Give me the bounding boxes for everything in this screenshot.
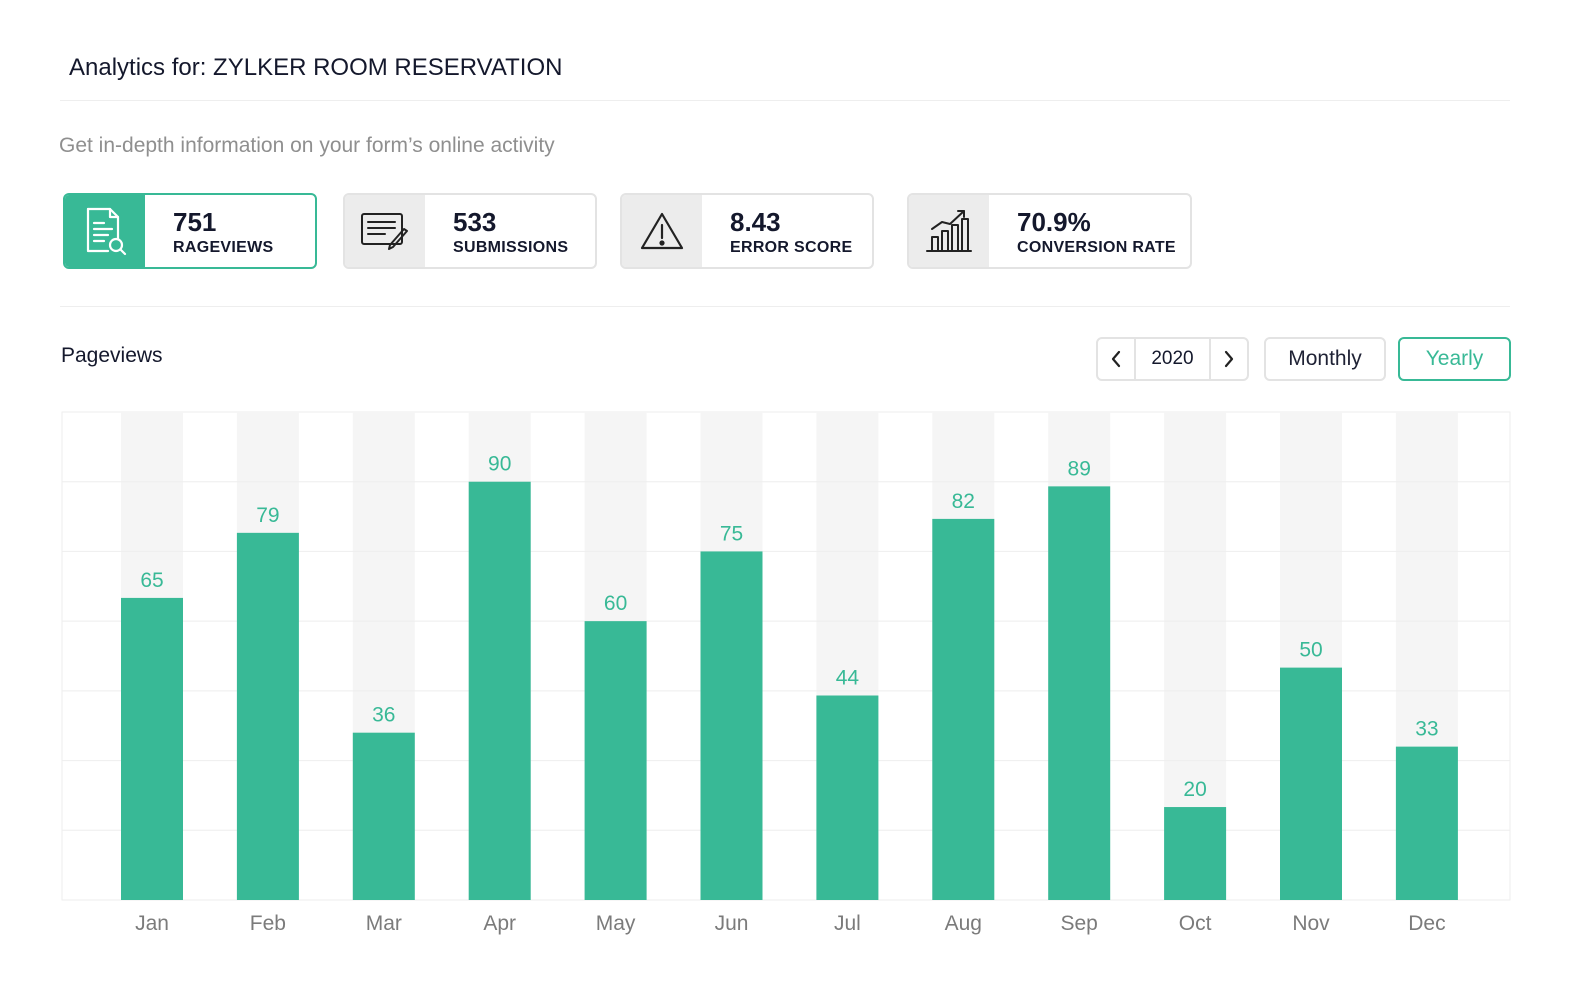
section-title: Pageviews [61,344,163,367]
next-year-button[interactable] [1209,339,1247,379]
bar [1395,746,1458,900]
header-divider [60,100,1510,101]
bar-value-label: 60 [604,592,627,615]
bar [932,518,995,900]
yearly-toggle-button[interactable]: Yearly [1398,337,1511,381]
previous-year-button[interactable] [1098,339,1136,379]
warning-icon [622,195,702,267]
chevron-right-icon [1224,350,1234,368]
bar-value-label: 89 [1068,457,1091,480]
bar [1280,667,1342,900]
year-value: 2020 [1151,348,1194,369]
x-tick-label: Apr [483,912,516,935]
form-edit-icon [345,195,425,267]
bar-value-label: 33 [1415,718,1438,741]
bar [1164,807,1227,900]
bar-value-label: 90 [488,453,511,476]
x-tick-label: Sep [1061,912,1098,935]
section-divider [60,306,1510,307]
page-subtitle: Get in-depth information on your form’s … [59,134,555,157]
x-tick-label: Oct [1179,912,1212,935]
growth-chart-icon [909,195,989,267]
stat-card-submissions[interactable]: 533 SUBMISSIONS [343,193,597,269]
x-tick-label: Jan [135,912,169,935]
bar-value-label: 79 [256,504,279,527]
bar-value-label: 50 [1299,639,1322,662]
document-search-icon [65,195,145,267]
bar [816,695,879,900]
bar [236,532,299,900]
bar-value-label: 65 [140,569,163,592]
x-tick-label: Nov [1292,912,1330,935]
stat-value: 751 [173,207,217,237]
plot-frame [61,411,1511,901]
bar-value-label: 75 [720,522,743,545]
x-tick-label: Dec [1408,912,1445,935]
stat-value: 533 [453,207,497,237]
page-title: Analytics for: ZYLKER ROOM RESERVATION [69,54,563,81]
x-tick-label: Aug [945,912,982,935]
stat-value: 8.43 [730,207,781,237]
x-tick-label: Jun [715,912,749,935]
bar [352,732,415,900]
x-tick-label: Feb [250,912,286,935]
chevron-left-icon [1111,350,1121,368]
stat-value: 70.9% [1017,207,1091,237]
x-tick-label: Jul [834,912,861,935]
bar-value-label: 82 [952,490,975,513]
stat-card-pageviews[interactable]: 751 RAGEVIEWS [63,193,317,269]
bar-value-label: 44 [836,667,860,690]
bar [468,481,531,900]
bar-value-label: 36 [372,704,395,727]
bar [121,597,183,900]
stat-label: RAGEVIEWS [173,239,274,256]
bar-value-label: 20 [1183,778,1206,801]
stat-card-conversion-rate[interactable]: 70.9% CONVERSION RATE [907,193,1192,269]
year-selector: 2020 [1096,337,1249,381]
bar [1048,486,1111,900]
stat-label: ERROR SCORE [730,239,853,256]
stat-label: SUBMISSIONS [453,239,569,256]
bar [700,551,763,900]
stat-card-error-score[interactable]: 8.43 ERROR SCORE [620,193,874,269]
stat-label: CONVERSION RATE [1017,239,1176,256]
x-tick-label: Mar [366,912,402,935]
monthly-toggle-button[interactable]: Monthly [1264,337,1386,381]
x-tick-label: May [596,912,636,935]
bar [584,621,647,900]
